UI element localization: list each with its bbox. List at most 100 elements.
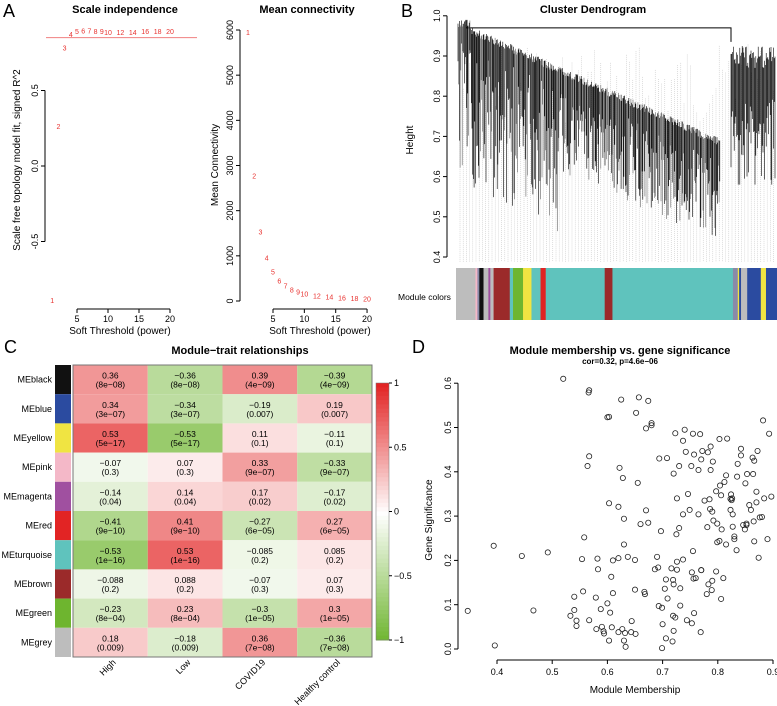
data-point — [731, 536, 738, 543]
y-tick-label: 0.3 — [443, 510, 453, 523]
colorbar-segment — [376, 447, 389, 453]
cell-correlation: 0.07 — [177, 458, 194, 468]
heatmap-cell — [73, 540, 148, 570]
panel-letter-c: C — [4, 337, 17, 357]
data-point — [750, 471, 757, 478]
row-label: MEpink — [22, 462, 53, 472]
data-point — [672, 614, 679, 621]
heatmap-cell — [147, 627, 223, 657]
data-point — [592, 594, 599, 601]
column-label: Low — [174, 657, 193, 676]
cell-pvalue: (3e−07) — [96, 409, 126, 419]
heatmap-cell — [73, 423, 148, 453]
cell-pvalue: (0.3) — [102, 467, 120, 477]
data-point — [648, 422, 655, 429]
module-colors-label: Module colors — [398, 292, 451, 302]
module-color-swatch — [55, 423, 71, 453]
cell-correlation: −0.18 — [174, 633, 196, 643]
cell-correlation: −0.27 — [249, 517, 271, 527]
y-tick-label: 0.4 — [432, 251, 442, 264]
x-tick-label: 0.6 — [601, 667, 614, 677]
row-label: MEgrey — [21, 637, 53, 647]
data-point — [651, 566, 658, 573]
heatmap-cell — [297, 423, 372, 453]
colorbar-segment — [376, 601, 389, 607]
heatmap-cell — [147, 365, 223, 395]
cell-pvalue: (0.3) — [251, 584, 269, 594]
data-point — [615, 629, 622, 636]
data-point: 3 — [259, 229, 263, 236]
data-point — [673, 566, 680, 573]
module-color-swatch — [55, 627, 71, 657]
colorbar-segment — [376, 481, 389, 487]
data-point — [689, 430, 696, 437]
cell-correlation: −0.34 — [174, 400, 196, 410]
cell-correlation: 0.36 — [102, 371, 119, 381]
data-point — [634, 479, 641, 486]
data-point — [764, 536, 771, 543]
module-color-segment — [513, 268, 524, 320]
data-point — [584, 463, 591, 470]
cell-pvalue: (7e−08) — [320, 642, 350, 652]
data-point — [670, 576, 677, 583]
cell-pvalue: (0.007) — [246, 409, 273, 419]
data-point — [716, 537, 723, 544]
column-label: Healthy control — [293, 657, 343, 706]
data-point: 20 — [363, 297, 371, 304]
data-point — [586, 387, 593, 394]
colorbar-segment — [376, 485, 389, 491]
data-point — [695, 467, 702, 474]
data-point — [737, 452, 744, 459]
data-point — [724, 435, 731, 442]
data-point — [645, 519, 652, 526]
x-tick-label: 0.5 — [546, 667, 559, 677]
x-tick-label: 20 — [362, 314, 372, 324]
data-point — [691, 451, 698, 458]
module-color-segment — [741, 268, 748, 320]
data-point — [743, 520, 750, 527]
cell-pvalue: (9e−07) — [245, 467, 275, 477]
data-point — [737, 445, 744, 452]
data-point — [635, 394, 642, 401]
colorbar-segment — [376, 584, 389, 590]
data-point — [560, 375, 567, 382]
y-tick-label: 0.6 — [443, 377, 453, 390]
cell-correlation: 0.23 — [177, 604, 194, 614]
cell-pvalue: (7e−08) — [245, 642, 275, 652]
y-tick-label: 0.7 — [432, 130, 442, 143]
colorbar-segment — [376, 434, 389, 440]
heatmap-cell — [147, 481, 223, 511]
module-color-segment — [737, 268, 740, 320]
data-point — [754, 447, 761, 454]
colorbar-segment — [376, 627, 389, 632]
heatmap-cell — [222, 598, 298, 628]
data-point — [750, 518, 757, 525]
row-label: MEmagenta — [3, 491, 52, 501]
cell-correlation: −0.53 — [174, 429, 196, 439]
module-color-segment — [531, 268, 541, 320]
data-point — [709, 458, 716, 465]
cell-correlation: −0.14 — [100, 487, 122, 497]
data-point — [571, 593, 578, 600]
module-color-segment — [477, 268, 480, 320]
x-tick-label: 10 — [103, 314, 113, 324]
data-point: 1 — [246, 30, 250, 37]
data-point — [624, 553, 631, 560]
colorbar-segment — [376, 610, 389, 615]
chart-subtitle: cor=0.32, p=4.6e−06 — [582, 357, 658, 366]
data-point — [689, 548, 696, 555]
colorbar-segment — [376, 442, 389, 448]
colorbar-tick-label: 0.5 — [394, 442, 407, 452]
heatmap-cell — [297, 394, 372, 424]
colorbar-segment — [376, 635, 389, 641]
data-point — [744, 471, 751, 478]
data-point — [641, 591, 648, 598]
cell-pvalue: (0.2) — [102, 584, 120, 594]
cell-correlation: 0.27 — [326, 517, 343, 527]
data-point — [723, 472, 730, 479]
data-point — [608, 573, 615, 580]
data-point — [731, 533, 738, 540]
data-point — [755, 554, 762, 561]
colorbar-segment — [376, 451, 389, 457]
heatmap-cell — [147, 511, 223, 541]
